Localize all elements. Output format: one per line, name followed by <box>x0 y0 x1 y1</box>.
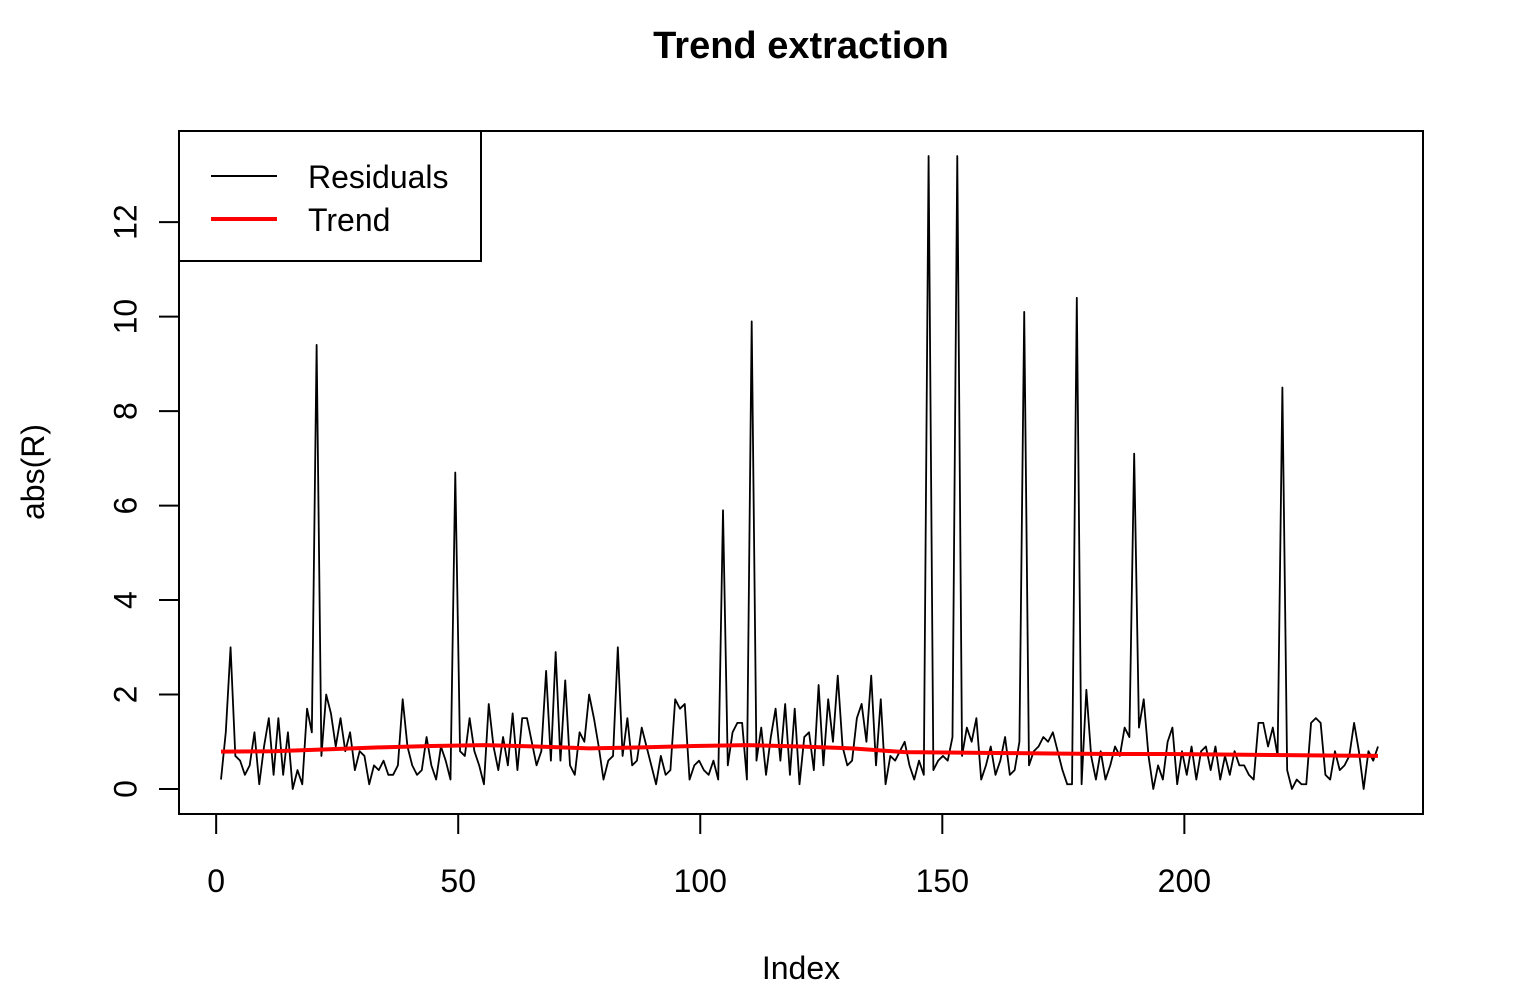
y-axis-label: abs(R) <box>15 424 51 520</box>
x-axis: 0 50 100 150 200 <box>207 813 1211 899</box>
x-tick-label: 100 <box>674 863 727 899</box>
legend-box <box>178 130 482 262</box>
series-line-residuals <box>220 155 1379 790</box>
plot-area <box>220 155 1379 790</box>
y-tick-label: 8 <box>107 402 143 420</box>
y-tick-label: 10 <box>107 299 143 335</box>
series-line-trend <box>220 743 1379 758</box>
legend: Residuals Trend <box>178 130 482 262</box>
legend-label-trend: Trend <box>308 202 390 238</box>
y-tick-label: 6 <box>107 497 143 515</box>
x-axis-label: Index <box>762 950 840 986</box>
legend-label-residuals: Residuals <box>308 159 449 195</box>
chart-title: Trend extraction <box>653 25 949 67</box>
x-tick-label: 0 <box>207 863 225 899</box>
y-tick-label: 0 <box>107 780 143 798</box>
y-tick-label: 12 <box>107 204 143 240</box>
x-tick-label: 50 <box>440 863 476 899</box>
y-tick-label: 4 <box>107 591 143 609</box>
y-axis: 0 2 4 6 8 10 12 <box>107 204 180 798</box>
x-tick-label: 200 <box>1158 863 1211 899</box>
y-tick-label: 2 <box>107 686 143 704</box>
x-tick-label: 150 <box>916 863 969 899</box>
